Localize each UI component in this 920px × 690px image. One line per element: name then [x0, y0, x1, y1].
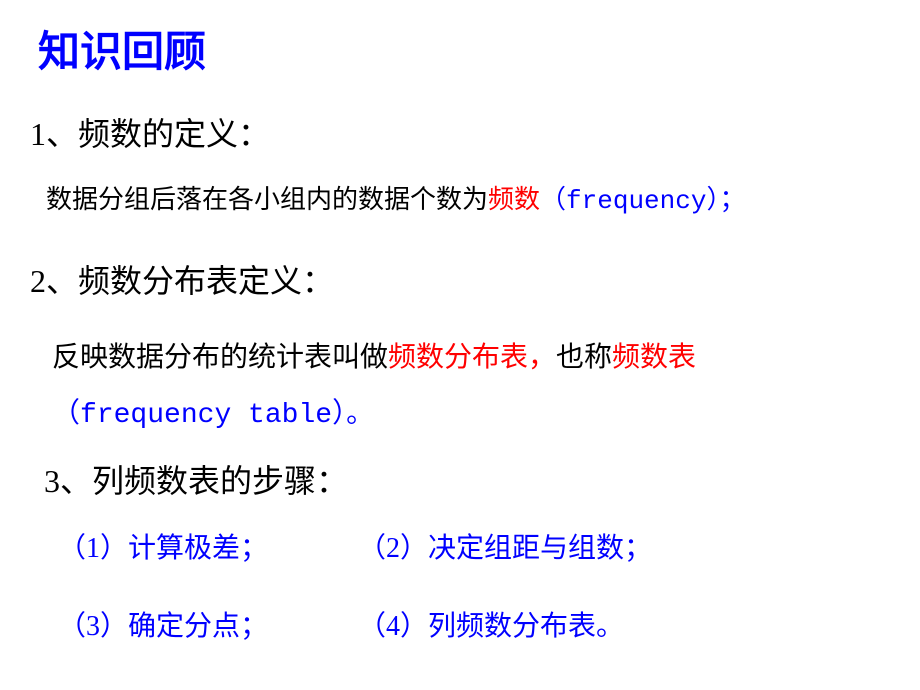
step-2: （2）决定组距与组数；	[358, 526, 652, 566]
steps-container: （1）计算极差； （2）决定组距与组数； （3）确定分点； （4）列频数分布表。	[58, 526, 890, 644]
s2-text-3: 也称	[556, 342, 612, 373]
s2-line1: 反映数据分布的统计表叫做频数分布表，也称频数表	[52, 330, 890, 386]
s2-freqtable-en: frequency table	[80, 400, 332, 431]
section2-body: 反映数据分布的统计表叫做频数分布表，也称频数表 （frequency table…	[52, 330, 890, 444]
s1-frequency-en: frequency	[566, 186, 706, 216]
section1-heading: 1、频数的定义：	[30, 109, 890, 155]
section1-body: 数据分组后落在各小组内的数据个数为频数（frequency）；	[46, 179, 890, 216]
s2-text-freqtable-cn: 频数表	[612, 342, 696, 373]
s2-text-1: 反映数据分布的统计表叫做	[52, 342, 388, 373]
s2-paren-open: （	[52, 398, 80, 429]
step-1: （1）计算极差；	[58, 526, 358, 566]
section2-heading: 2、频数分布表定义：	[30, 256, 890, 302]
page-title: 知识回顾	[38, 18, 890, 79]
step-4: （4）列频数分布表。	[358, 604, 624, 644]
steps-row-1: （1）计算极差； （2）决定组距与组数；	[58, 526, 890, 566]
section3-heading: 3、列频数表的步骤：	[44, 456, 890, 502]
s1-paren-close: ）；	[706, 185, 745, 214]
s1-text-1: 数据分组后落在各小组内的数据个数为	[46, 185, 488, 214]
step-3: （3）确定分点；	[58, 604, 358, 644]
steps-row-2: （3）确定分点； （4）列频数分布表。	[58, 604, 890, 644]
s2-paren-close: ）。	[332, 398, 374, 429]
s1-text-frequency-cn: 频数	[488, 185, 540, 214]
s1-paren-open: （	[540, 185, 566, 214]
s2-text-table-cn: 频数分布表，	[388, 342, 556, 373]
s2-line2: （frequency table）。	[52, 386, 890, 444]
